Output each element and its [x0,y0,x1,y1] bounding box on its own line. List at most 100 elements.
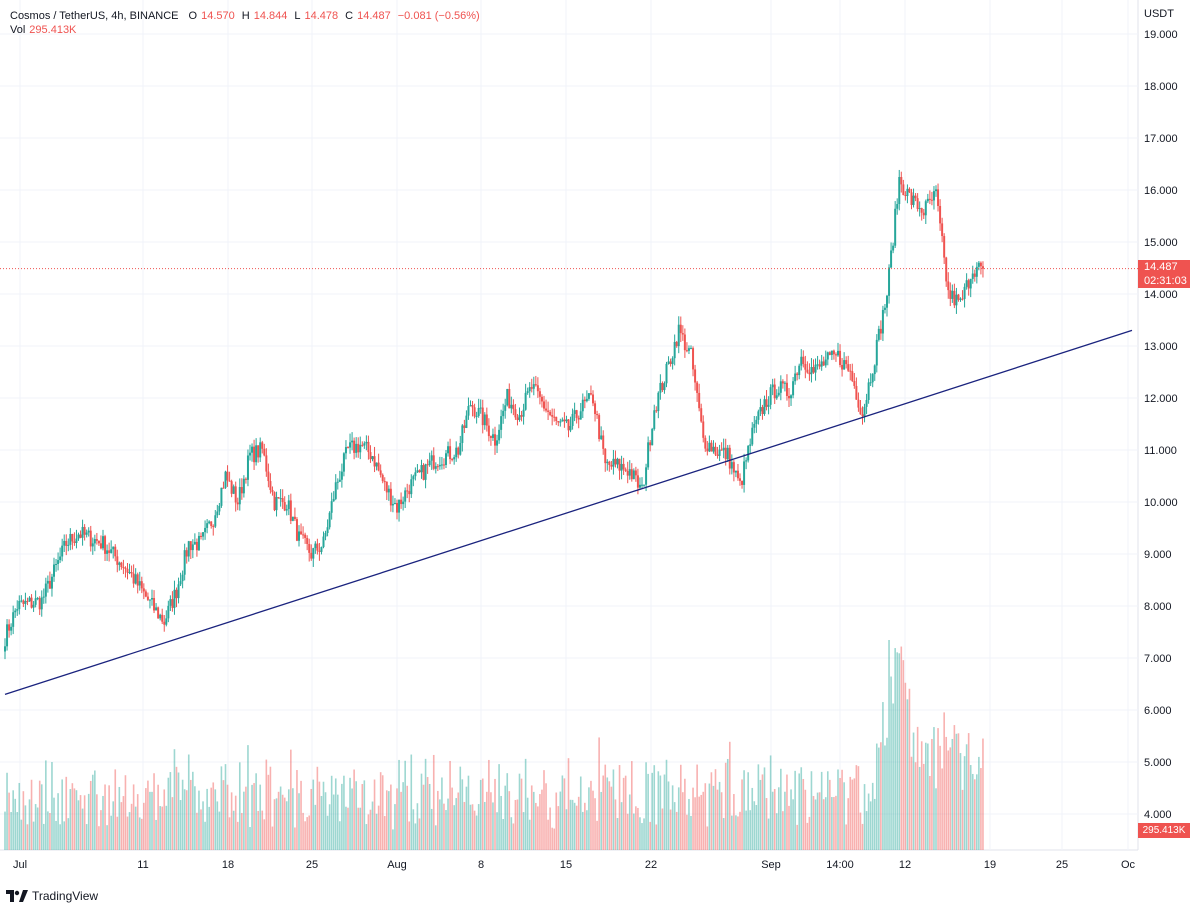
candle-body [269,481,272,490]
candle-body [547,410,550,412]
candle-body [161,614,164,622]
candle-body [449,446,452,460]
candle-body [910,192,913,205]
volume-bar [59,824,61,850]
candle-body [759,407,762,412]
volume-bar [245,786,247,850]
volume-bar [753,801,756,850]
volume-bar [439,799,441,850]
candle-body [218,505,221,512]
volume-bar [89,780,92,850]
candle-body [293,516,296,520]
time-axis[interactable]: Jul 11 18 25 Aug 8 15 22 Sep 14:00 12 19 25 Oc [13,859,1136,871]
price-axis[interactable]: 19.000 18.000 17.000 16.000 15.000 14.000 13.0… [1144,29,1178,821]
volume-bar [869,801,872,850]
candle-body [504,405,507,411]
volume-bar [51,762,53,850]
candle-body [132,573,135,584]
volume-bar [479,779,482,850]
candle-body [935,189,937,192]
candle-body [839,350,842,365]
price-tick-label: 14.000 [1144,289,1178,301]
candle-body [804,363,807,370]
candle-body [251,446,254,453]
volume-bar [524,758,527,850]
volume-bar [261,810,264,850]
candle-body [528,387,531,392]
volume-bar [506,773,509,850]
volume-bar [185,790,188,850]
currency-label[interactable]: USDT [1144,8,1174,20]
volume-bar [806,822,809,850]
volume-bar [259,784,262,850]
candle-body [97,540,100,544]
volume-bar [771,791,774,850]
volume-bar [929,776,931,850]
candle-body [716,454,719,456]
trendline[interactable] [4,329,1133,696]
candle-body [367,441,370,453]
volume-bar [267,774,270,850]
volume-bar [122,796,125,850]
candle-body [720,449,723,451]
candle-body [228,480,231,482]
candle-body [379,470,382,475]
candle-body [888,267,891,296]
candle-body [136,574,139,586]
candle-body [153,597,156,611]
volume-bar [228,817,231,850]
volume-bar [455,798,458,850]
candle-body [855,385,858,400]
candle-body [630,469,633,480]
volume-bar [628,794,631,850]
candle-body [577,417,580,420]
candle-body [953,290,956,306]
candle-body [436,466,439,468]
candle-body [494,434,496,446]
volume-bar [320,795,323,850]
volume-histogram [4,640,984,850]
candle-body [479,407,482,409]
volume-bar [483,801,486,850]
tradingview-logo[interactable]: TradingView [6,889,98,903]
change-value: −0.081 (−0.56%) [397,10,480,22]
volume-bar [982,738,984,850]
volume-bar [302,812,304,850]
volume-bar [104,784,106,850]
volume-bar [486,791,488,850]
time-tick-label: 25 [306,859,318,871]
candle-body [765,399,768,407]
candle-body [447,446,450,454]
candle-body [442,464,445,466]
candle-body [46,580,49,584]
volume-bar [367,814,370,850]
symbol-title[interactable]: Cosmos / TetherUS, 4h, BINANCE [10,10,179,22]
candle-body [681,333,684,335]
volume-bar [688,798,690,850]
volume-bar [326,815,329,850]
volume-bar [843,782,845,850]
volume-bar [77,800,80,850]
volume-bar [810,771,813,850]
candle-body [739,478,741,481]
volume-bar [941,768,943,850]
candle-body [183,550,186,575]
volume-bar [28,799,31,850]
candle-body [193,541,196,545]
candle-body [959,298,962,300]
candle-body [75,538,78,543]
candle-body [34,598,37,605]
volume-bar [14,798,17,850]
volume-bar [649,821,651,850]
volume-bar [857,766,860,850]
volume-bar [955,733,958,850]
volume-bar [443,803,445,850]
volume-bar [745,810,747,850]
volume-bar [796,824,798,850]
volume-label[interactable]: Vol [10,24,26,36]
candle-body [14,610,17,613]
candle-body [108,550,111,553]
volume-bar [100,810,102,850]
volume-bar [726,758,729,850]
